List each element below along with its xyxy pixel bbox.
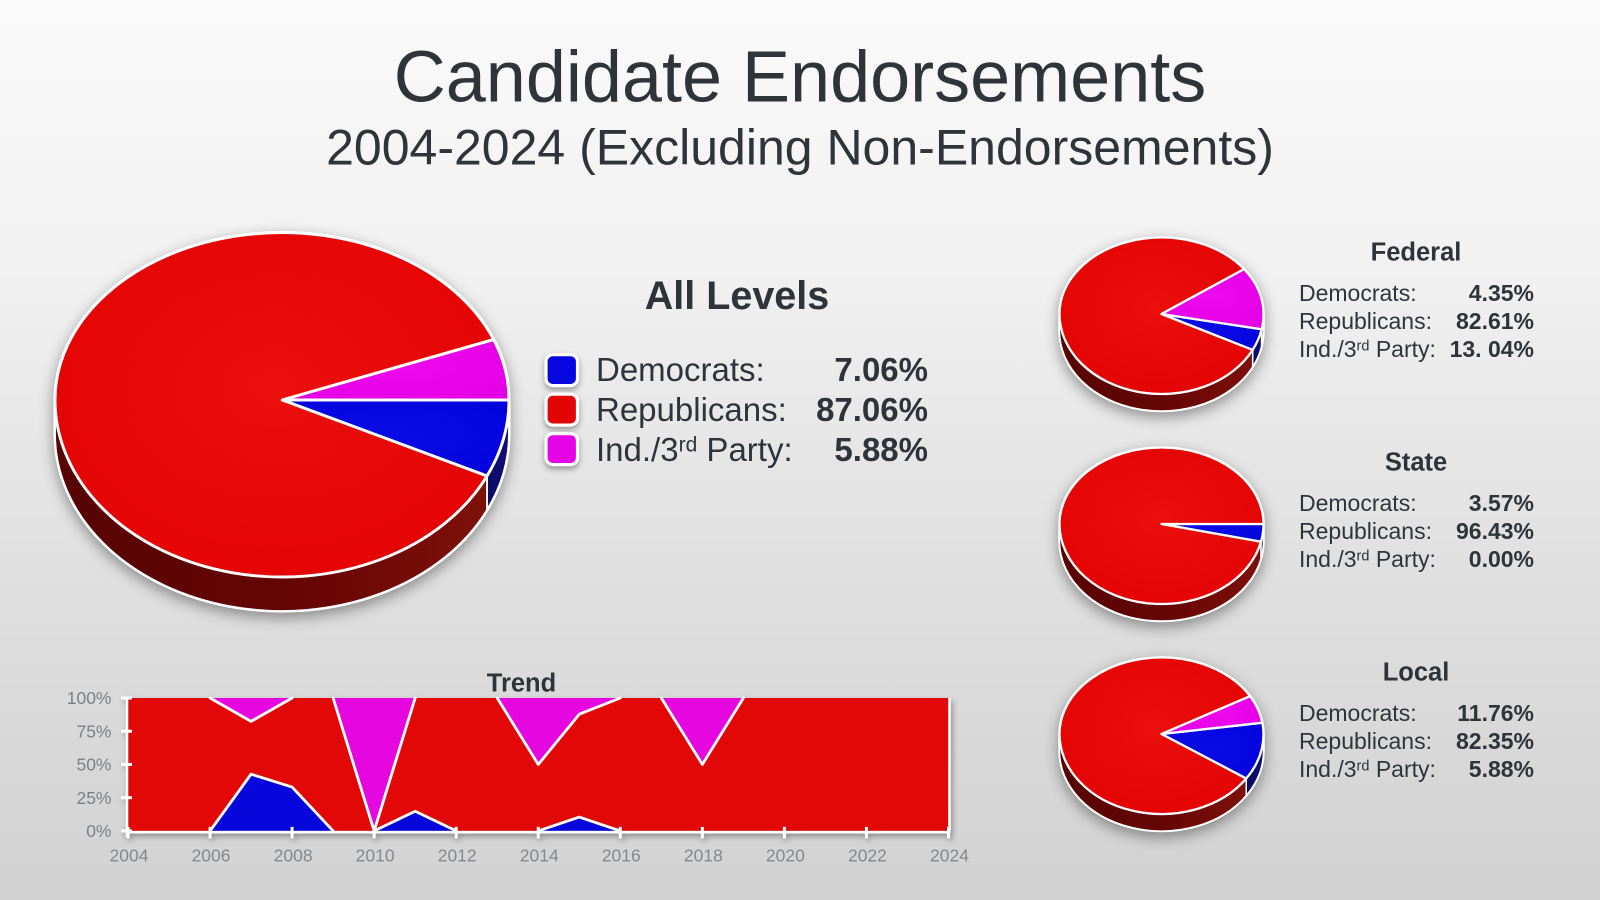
svg-text:5.88%: 5.88%	[1469, 756, 1534, 782]
svg-text:100%: 100%	[67, 688, 112, 708]
svg-text:3.57%: 3.57%	[1469, 490, 1534, 516]
svg-text:Ind./3rd Party:: Ind./3rd Party:	[1299, 546, 1436, 572]
svg-text:25%: 25%	[76, 788, 111, 808]
svg-text:2004: 2004	[110, 845, 149, 865]
svg-text:13. 04%: 13. 04%	[1450, 336, 1534, 362]
svg-text:Federal: Federal	[1371, 239, 1462, 267]
svg-text:4.35%: 4.35%	[1469, 280, 1534, 306]
svg-text:2016: 2016	[602, 845, 641, 865]
svg-text:Ind./3rd Party:: Ind./3rd Party:	[596, 431, 793, 468]
svg-text:Democrats:: Democrats:	[596, 351, 765, 388]
svg-text:5.88%: 5.88%	[834, 431, 928, 468]
svg-text:2004-2024 (Excluding Non-Endor: 2004-2024 (Excluding Non-Endorsements)	[326, 120, 1274, 176]
svg-text:Democrats:: Democrats:	[1299, 490, 1417, 516]
svg-text:0%: 0%	[86, 821, 111, 841]
svg-text:Republicans:: Republicans:	[596, 391, 787, 428]
svg-text:2008: 2008	[274, 845, 313, 865]
svg-text:2024: 2024	[930, 845, 969, 865]
svg-text:2022: 2022	[848, 845, 887, 865]
svg-text:2020: 2020	[766, 845, 805, 865]
svg-text:Republicans:: Republicans:	[1299, 518, 1432, 544]
svg-text:82.61%: 82.61%	[1456, 308, 1534, 334]
svg-text:2010: 2010	[356, 845, 395, 865]
svg-text:Ind./3rd Party:: Ind./3rd Party:	[1299, 336, 1436, 362]
svg-text:Trend: Trend	[487, 670, 556, 698]
svg-text:Local: Local	[1383, 659, 1450, 687]
svg-text:Democrats:: Democrats:	[1299, 280, 1417, 306]
svg-text:75%: 75%	[76, 721, 111, 741]
svg-text:Republicans:: Republicans:	[1299, 308, 1432, 334]
svg-text:87.06%: 87.06%	[816, 391, 928, 428]
svg-text:7.06%: 7.06%	[834, 351, 928, 388]
svg-text:2006: 2006	[192, 845, 231, 865]
svg-text:0.00%: 0.00%	[1469, 546, 1534, 572]
svg-text:All Levels: All Levels	[645, 274, 829, 318]
svg-text:2012: 2012	[438, 845, 477, 865]
svg-text:11.76%: 11.76%	[1457, 700, 1534, 726]
svg-text:Democrats:: Democrats:	[1299, 700, 1417, 726]
svg-text:96.43%: 96.43%	[1456, 518, 1534, 544]
svg-text:Republicans:: Republicans:	[1299, 728, 1432, 754]
svg-text:50%: 50%	[76, 755, 111, 775]
svg-text:2018: 2018	[684, 845, 723, 865]
svg-text:Ind./3rd Party:: Ind./3rd Party:	[1299, 756, 1436, 782]
svg-text:2014: 2014	[520, 845, 559, 865]
svg-text:State: State	[1385, 449, 1447, 477]
svg-text:82.35%: 82.35%	[1456, 728, 1534, 754]
svg-text:Candidate Endorsements: Candidate Endorsements	[394, 38, 1207, 118]
